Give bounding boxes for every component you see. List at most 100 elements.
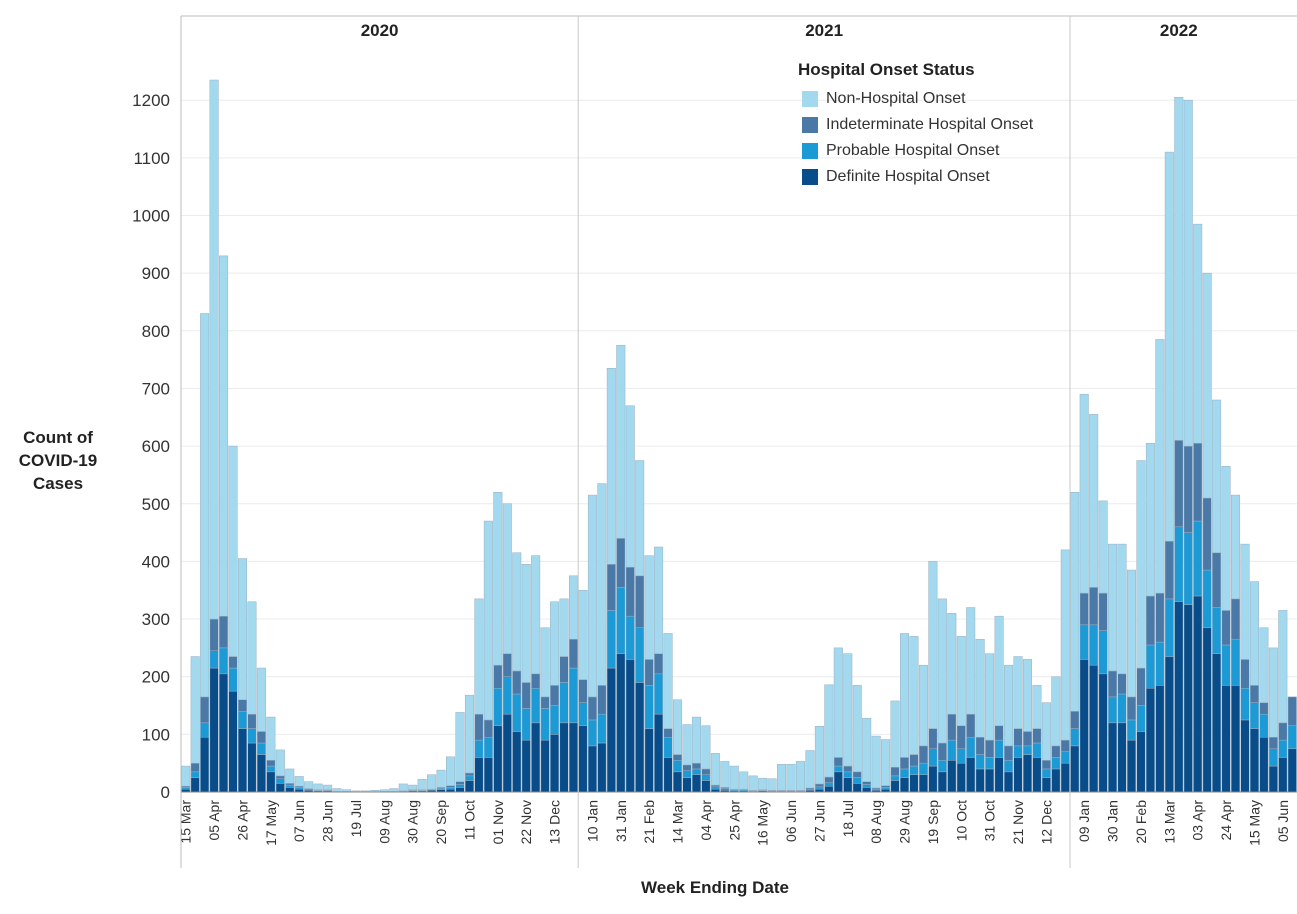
bar-segment (909, 765, 919, 775)
bar-segment (200, 722, 210, 738)
bar-segment (881, 785, 891, 788)
bar-segment (578, 702, 588, 726)
bar-segment (1041, 777, 1051, 793)
bar-segment (455, 787, 465, 793)
panel-label: 2020 (361, 21, 399, 40)
bar-segment (862, 781, 872, 785)
bar-segment (1268, 736, 1278, 750)
bar-segment (966, 713, 976, 738)
bar-segment (247, 601, 257, 715)
legend-item: Probable Hospital Onset (798, 138, 1033, 164)
legend-label: Definite Hospital Onset (826, 168, 990, 185)
bar-segment (256, 754, 266, 793)
bar-segment (493, 725, 503, 793)
bar-segment (994, 739, 1004, 758)
bar-segment (635, 575, 645, 628)
bar-segment (1174, 526, 1184, 603)
bar-segment (890, 766, 900, 777)
bar-segment (1079, 624, 1089, 660)
bar-segment (379, 789, 389, 792)
bar-segment (209, 79, 219, 620)
bar-segment (512, 693, 522, 732)
bar-segment (247, 713, 257, 729)
bar-segment (654, 546, 664, 654)
bar-segment (493, 491, 503, 666)
bar-segment (1041, 760, 1051, 770)
bar-segment (256, 731, 266, 744)
bar-segment (1136, 731, 1146, 793)
bar-segment (663, 728, 673, 738)
bar-segment (483, 520, 493, 721)
bar-segment (1089, 664, 1099, 793)
bar-segment (1108, 722, 1118, 793)
bar-segment (540, 696, 550, 709)
bar-segment (578, 725, 588, 793)
x-tick-label: 09 Aug (376, 800, 392, 844)
bar-segment (682, 777, 692, 793)
bar-segment (1278, 757, 1288, 793)
bar-segment (446, 785, 456, 788)
bar-segment (256, 742, 266, 755)
bar-segment (1108, 543, 1118, 672)
bar-segment (1051, 757, 1061, 770)
x-tick-label: 29 Aug (897, 800, 913, 844)
bar-segment (474, 713, 484, 741)
y-axis-title-line: Count of (23, 428, 93, 447)
bar-segment (285, 784, 295, 788)
bar-segment (918, 774, 928, 793)
bar-segment (578, 679, 588, 703)
bar-segment (483, 736, 493, 758)
bar-segment (587, 745, 597, 793)
bar-segment (1117, 722, 1127, 793)
bar-segment (947, 739, 957, 761)
bar-segment (701, 780, 711, 793)
bar-segment (531, 555, 541, 675)
bar-segment (597, 685, 607, 715)
bar-segment (237, 558, 247, 701)
bar-segment (852, 685, 862, 773)
bar-segment (1221, 466, 1231, 611)
bar-segment (1022, 745, 1032, 755)
x-tick-label: 30 Jan (1105, 800, 1121, 842)
bar-segment (436, 769, 446, 788)
x-tick-label: 31 Jan (613, 800, 629, 842)
bar-segment (209, 618, 219, 652)
bar-segment (928, 748, 938, 767)
bar-segment (1060, 739, 1070, 752)
bar-segment (1145, 687, 1155, 793)
bar-segment (1004, 745, 1014, 761)
bar-segment (266, 771, 276, 793)
bar-segment (294, 776, 304, 787)
bar-segment (474, 757, 484, 793)
bar-segment (342, 789, 352, 792)
bar-segment (531, 722, 541, 793)
y-tick-label: 600 (142, 437, 170, 456)
bar-segment (512, 552, 522, 672)
bar-segment (597, 713, 607, 744)
bar-segment (635, 627, 645, 683)
bar-segment (455, 712, 465, 782)
bar-segment (1193, 595, 1203, 793)
bar-segment (824, 684, 834, 778)
bar-segment (1126, 696, 1136, 721)
bar-segment (956, 636, 966, 726)
bar-segment (209, 650, 219, 669)
bar-segment (1212, 653, 1222, 793)
bar-segment (673, 699, 683, 755)
bar-segment (635, 682, 645, 793)
bar-segment (1278, 739, 1288, 758)
legend-item: Non-Hospital Onset (798, 86, 1033, 112)
bar-segment (1117, 543, 1127, 675)
x-tick-label: 25 Apr (726, 800, 742, 841)
bar-segment (266, 760, 276, 767)
bar-segment (909, 774, 919, 793)
bar-segment (1136, 667, 1146, 706)
bar-segment (852, 771, 862, 778)
bar-segment (1249, 685, 1259, 703)
bar-segment (748, 775, 758, 791)
bar-segment (682, 770, 692, 778)
bar-segment (862, 784, 872, 788)
bar-segment (795, 761, 805, 791)
bar-segment (900, 768, 910, 778)
